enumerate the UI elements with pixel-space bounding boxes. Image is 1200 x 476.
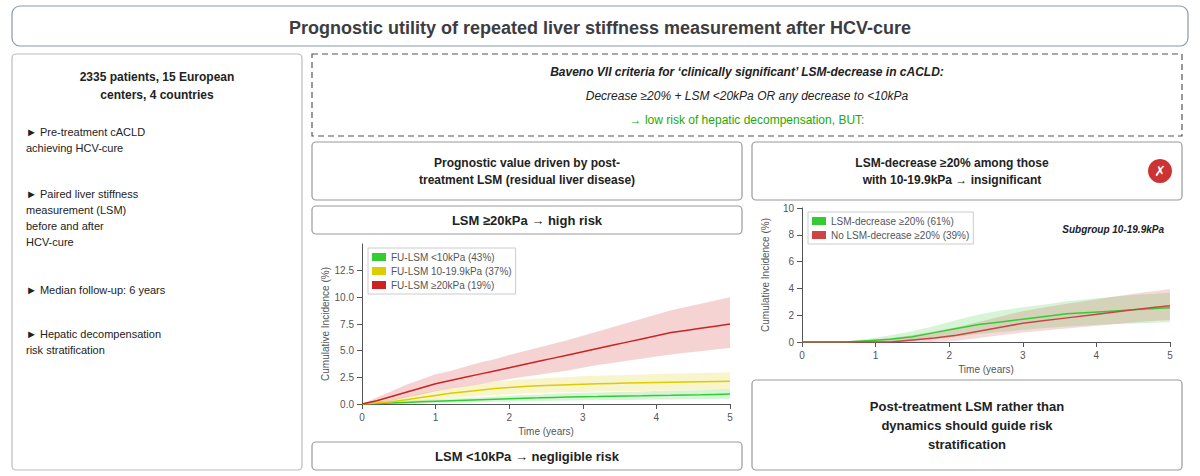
svg-text:treatment LSM (residual liver: treatment LSM (residual liver disease)	[419, 173, 635, 187]
svg-text:10.0: 10.0	[335, 292, 355, 303]
svg-text:Time (years): Time (years)	[518, 426, 574, 437]
svg-text:Cumulative Incidence (%): Cumulative Incidence (%)	[320, 267, 331, 381]
svg-text:► Median follow-up: 6 years: ► Median follow-up: 6 years	[26, 284, 166, 296]
svg-text:stratification: stratification	[928, 437, 1006, 452]
svg-text:3: 3	[580, 412, 586, 423]
svg-text:measurement (LSM): measurement (LSM)	[26, 204, 126, 216]
svg-text:Time (years): Time (years)	[958, 364, 1014, 375]
svg-text:Post-treatment LSM rather than: Post-treatment LSM rather than	[870, 399, 1064, 414]
svg-text:FU-LSM ≥20kPa (19%): FU-LSM ≥20kPa (19%)	[391, 280, 494, 291]
svg-text:2: 2	[946, 350, 952, 361]
svg-text:0: 0	[799, 350, 805, 361]
svg-text:► Paired liver stiffness: ► Paired liver stiffness	[26, 188, 139, 200]
svg-text:2: 2	[506, 412, 512, 423]
svg-text:3: 3	[1020, 350, 1026, 361]
svg-text:12.5: 12.5	[335, 265, 355, 276]
svg-text:6: 6	[788, 256, 794, 267]
svg-text:→ low risk of hepatic decompen: → low risk of hepatic decompensation, BU…	[630, 113, 865, 127]
svg-text:LSM <10kPa → negligible risk: LSM <10kPa → negligible risk	[435, 449, 620, 464]
svg-text:FU-LSM <10kPa (43%): FU-LSM <10kPa (43%)	[391, 252, 495, 263]
svg-text:Decrease ≥20% + LSM <20kPa OR: Decrease ≥20% + LSM <20kPa OR any decrea…	[586, 89, 909, 103]
svg-text:achieving HCV-cure: achieving HCV-cure	[26, 142, 123, 154]
svg-text:2.5: 2.5	[340, 372, 354, 383]
svg-text:0.0: 0.0	[340, 399, 354, 410]
svg-text:risk stratification: risk stratification	[26, 344, 105, 356]
svg-text:Prognostic value driven by pos: Prognostic value driven by post-	[434, 156, 620, 170]
svg-text:✗: ✗	[1154, 163, 1166, 179]
svg-text:10: 10	[783, 203, 795, 214]
svg-text:LSM-decrease ≥20% (61%): LSM-decrease ≥20% (61%)	[831, 216, 954, 227]
svg-text:0: 0	[788, 337, 794, 348]
svg-text:LSM-decrease ≥20% among those: LSM-decrease ≥20% among those	[855, 156, 1049, 170]
svg-text:Cumulative Incidence (%): Cumulative Incidence (%)	[760, 218, 771, 332]
svg-text:7.5: 7.5	[340, 319, 354, 330]
svg-text:1: 1	[433, 412, 439, 423]
svg-text:0: 0	[359, 412, 365, 423]
svg-text:2: 2	[788, 310, 794, 321]
svg-text:5.0: 5.0	[340, 345, 354, 356]
svg-text:► Hepatic decompensation: ► Hepatic decompensation	[26, 328, 161, 340]
svg-text:4: 4	[654, 412, 660, 423]
svg-text:No LSM-decrease ≥20% (39%): No LSM-decrease ≥20% (39%)	[831, 230, 969, 241]
svg-text:1: 1	[873, 350, 879, 361]
svg-text:centers, 4 countries: centers, 4 countries	[100, 88, 214, 102]
svg-text:HCV-cure: HCV-cure	[26, 236, 74, 248]
svg-text:5: 5	[727, 412, 733, 423]
svg-text:Subgroup 10-19.9kPa: Subgroup 10-19.9kPa	[1062, 224, 1164, 235]
svg-text:FU-LSM 10-19.9kPa (37%): FU-LSM 10-19.9kPa (37%)	[391, 266, 512, 277]
svg-text:4: 4	[788, 283, 794, 294]
svg-text:Baveno VII criteria for ‘clini: Baveno VII criteria for ‘clinically sign…	[550, 65, 944, 79]
svg-text:dynamics should guide risk: dynamics should guide risk	[881, 418, 1053, 433]
svg-text:Prognostic utility of repeated: Prognostic utility of repeated liver sti…	[289, 18, 911, 38]
svg-text:before and after: before and after	[26, 220, 104, 232]
svg-text:► Pre-treatment cACLD: ► Pre-treatment cACLD	[26, 126, 145, 138]
svg-text:4: 4	[1094, 350, 1100, 361]
svg-text:LSM ≥20kPa → high risk: LSM ≥20kPa → high risk	[452, 213, 603, 228]
svg-text:5: 5	[1167, 350, 1173, 361]
svg-text:with 10-19.9kPa → insignifican: with 10-19.9kPa → insignificant	[862, 173, 1042, 187]
svg-text:8: 8	[788, 229, 794, 240]
svg-text:2335 patients, 15 European: 2335 patients, 15 European	[80, 70, 235, 84]
